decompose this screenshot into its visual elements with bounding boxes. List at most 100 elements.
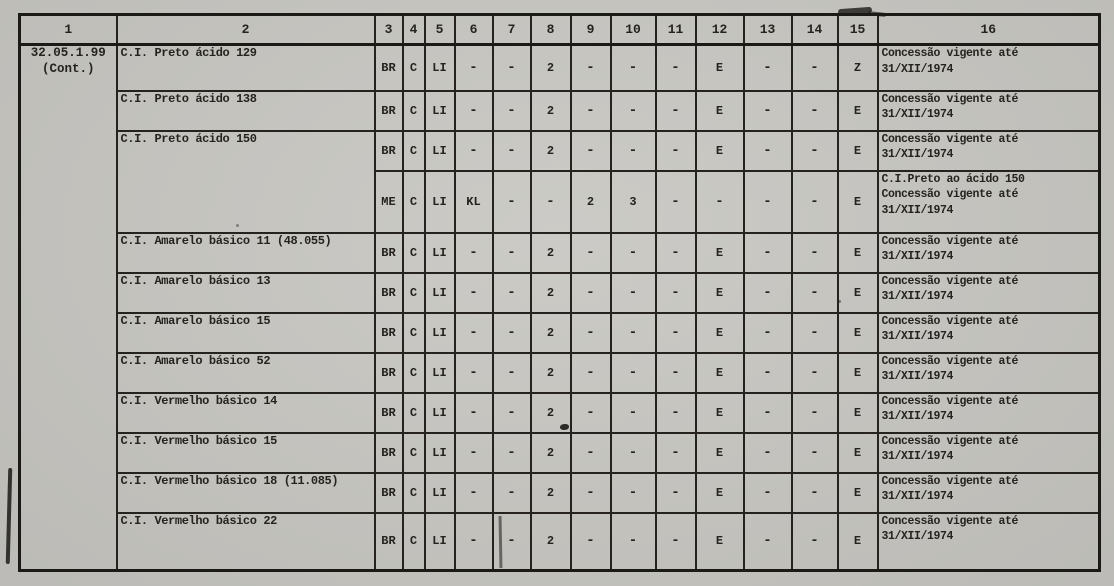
value-cell: E	[694, 351, 745, 394]
table-row: C.I. Preto ácido 150 BR C LI - -2- - - E - - E Conce…	[20, 129, 1101, 234]
value-cell: 2	[529, 511, 572, 572]
column-header: 8	[529, 13, 572, 46]
remark-cell: Concessão vigente até 31/XII/1974	[876, 231, 1101, 274]
value-cell: -	[491, 511, 532, 572]
table-row: C.I. Vermelho básico 18 (11.085) BR C LI - -2…	[20, 471, 1101, 514]
value-cell: E	[836, 89, 879, 132]
value-cell: LI	[423, 311, 456, 354]
value-cell: C	[401, 511, 426, 572]
column-header: 10	[609, 13, 657, 46]
value-cell: -	[491, 129, 532, 172]
table-row: C.I. Vermelho básico 15 BR C LI - -2- - - E - - E Co…	[20, 431, 1101, 474]
dye-name-cell: C.I. Vermelho básico 22	[115, 511, 376, 572]
value-cell: BR	[373, 511, 404, 572]
value-cell: -	[609, 511, 657, 572]
value-cell: BR	[373, 89, 404, 132]
value-cell: C	[401, 391, 426, 434]
value-cell: -	[569, 351, 612, 394]
value-cell: E	[694, 89, 745, 132]
value-cell: C	[401, 311, 426, 354]
value-cell: -	[654, 129, 697, 172]
value-cell: -	[790, 431, 839, 474]
value-cell: -	[790, 271, 839, 314]
value-cell: BR	[373, 231, 404, 274]
value-cell: -	[742, 271, 793, 314]
value-cell: -	[453, 471, 494, 514]
value-cell: BR	[373, 43, 404, 92]
value-cell: E	[836, 231, 879, 274]
dye-name-cell: C.I. Amarelo básico 52	[115, 351, 376, 394]
value-cell: E	[836, 431, 879, 474]
value-cell: E	[694, 231, 745, 274]
value-cell: E	[836, 271, 879, 314]
dye-name-cell: C.I. Preto ácido 150	[115, 129, 376, 234]
value-cell: C	[401, 351, 426, 394]
value-cell: -	[609, 43, 657, 92]
value-cell: -	[453, 431, 494, 474]
value-cell: -	[742, 43, 793, 92]
table-row: C.I. Amarelo básico 11 (48.055) BR C LI - -2-…	[20, 231, 1101, 274]
value-cell: -	[790, 43, 839, 92]
table-row: C.I. Amarelo básico 52 BR C LI - -2- - - E - - E Con…	[20, 351, 1101, 394]
value-cell: -	[609, 391, 657, 434]
value-cell: E	[694, 271, 745, 314]
table-row: C.I. Vermelho básico 22 BR C LI - -2- - - E - - E Co…	[20, 511, 1101, 572]
value-cell: LI	[423, 471, 456, 514]
value-cell: 2	[529, 471, 572, 514]
value-cell: 2	[529, 351, 572, 394]
value-cell: -	[569, 471, 612, 514]
value-cell: -	[491, 351, 532, 394]
value-cell: -	[453, 511, 494, 572]
value-cell: 2	[529, 391, 572, 434]
value-cell: E	[694, 471, 745, 514]
dye-name-cell: C.I. Amarelo básico 15	[115, 311, 376, 354]
value-cell: -	[569, 43, 612, 92]
value-cell: LI	[423, 89, 456, 132]
value-cell: 3	[609, 169, 657, 234]
value-cell: BR	[373, 351, 404, 394]
value-cell: BR	[373, 129, 404, 172]
value-cell: 2	[529, 43, 572, 92]
value-cell: C	[401, 271, 426, 314]
value-cell: -	[790, 89, 839, 132]
dye-name-cell: C.I. Amarelo básico 13	[115, 271, 376, 314]
value-cell: -	[569, 391, 612, 434]
column-header: 2	[115, 13, 376, 46]
value-cell: -	[790, 351, 839, 394]
value-cell: C	[401, 231, 426, 274]
column-header: 3	[373, 13, 404, 46]
value-cell: 2	[569, 169, 612, 234]
value-cell: BR	[373, 271, 404, 314]
value-cell: C	[401, 169, 426, 234]
value-cell: -	[491, 89, 532, 132]
value-cell: -	[742, 129, 793, 172]
value-cell: -	[790, 511, 839, 572]
column-header: 9	[569, 13, 612, 46]
value-cell: E	[836, 351, 879, 394]
value-cell: -	[790, 471, 839, 514]
table-row: 32.05.1.99 (Cont.) C.I. Preto ácido 129 BR…	[18, 43, 1101, 572]
value-cell: BR	[373, 311, 404, 354]
remark-cell: Concessão vigente até 31/XII/1974	[876, 431, 1101, 474]
value-cell: -	[569, 271, 612, 314]
remark-cell: Concessão vigente até 31/XII/1974	[876, 511, 1101, 572]
value-cell: -	[654, 169, 697, 234]
column-header: 5	[423, 13, 456, 46]
value-cell: -	[453, 129, 494, 172]
value-cell: 2	[529, 231, 572, 274]
value-cell: -	[453, 89, 494, 132]
value-cell: E	[836, 169, 879, 234]
value-cell: -	[654, 43, 697, 92]
value-cell: -	[453, 311, 494, 354]
value-cell: BR	[373, 391, 404, 434]
value-cell: -	[609, 271, 657, 314]
value-cell: -	[491, 471, 532, 514]
column-header: 6	[453, 13, 494, 46]
value-cell: E	[836, 129, 879, 172]
dye-name-cell: C.I. Preto ácido 138	[115, 89, 376, 132]
value-cell: -	[654, 431, 697, 474]
value-cell: -	[790, 391, 839, 434]
value-cell: KL	[453, 169, 494, 234]
value-cell: -	[790, 231, 839, 274]
